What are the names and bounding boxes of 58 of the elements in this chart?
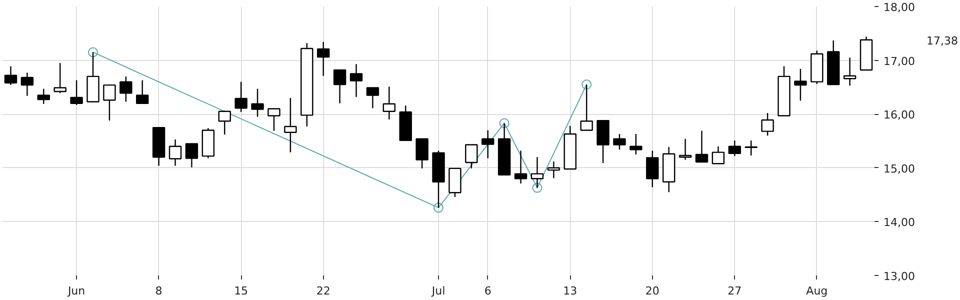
- candlestick: [251, 88, 264, 118]
- point: [499, 118, 510, 128]
- candlestick: [70, 80, 83, 106]
- candlestick: [350, 63, 363, 98]
- x-tick-label: 6: [484, 284, 492, 298]
- candlestick: [613, 133, 626, 150]
- candlestick: [416, 138, 428, 170]
- candlestick: [761, 112, 774, 136]
- y-tick-label: 15,00: [884, 162, 915, 176]
- candlestick: [234, 81, 248, 113]
- candlestick: [168, 138, 182, 166]
- point: [434, 202, 444, 213]
- candlestick: [678, 138, 692, 160]
- candlestick: [630, 133, 642, 156]
- candlestick: [37, 88, 50, 104]
- candlestick: [728, 140, 742, 157]
- candlestick: [712, 146, 725, 164]
- x-tick-label: 22: [316, 284, 330, 298]
- x-tick-label: 27: [728, 284, 742, 298]
- candlestick: [218, 110, 231, 136]
- candlestick: [547, 160, 560, 179]
- point: [582, 80, 592, 90]
- candlestick: [54, 62, 66, 94]
- x-tick-label: 20: [645, 284, 660, 298]
- candlestick: [382, 86, 396, 120]
- y-tick-label: 13,00: [884, 270, 915, 283]
- x-tick-label: Aug: [806, 284, 828, 298]
- y-tick-label: 17,00: [884, 54, 915, 68]
- x-tick-label: 15: [234, 284, 248, 298]
- candlestick: [136, 80, 149, 104]
- candlestick: [744, 140, 758, 156]
- y-tick-label: 14,00: [884, 216, 915, 230]
- candlestick: [185, 143, 198, 168]
- point: [88, 47, 98, 58]
- text: 17,38: [926, 34, 958, 48]
- candlestick: [794, 68, 807, 102]
- candlestick: [284, 97, 297, 153]
- candlestick: [482, 130, 494, 159]
- candlestick: [120, 76, 132, 102]
- candlestick: [465, 144, 478, 170]
- candlestick: [316, 41, 330, 76]
- x-tick-label: 8: [155, 284, 162, 298]
- x-tick-label: Jun: [66, 284, 86, 298]
- x-tick-label: Jul: [430, 284, 446, 298]
- candlestick: [514, 150, 528, 184]
- y-tick-label: 16,00: [884, 108, 915, 122]
- y-tick-label: 18,00: [884, 1, 915, 14]
- candlestick: [20, 72, 34, 96]
- candlestick: [695, 130, 708, 163]
- candlestick: [333, 69, 346, 104]
- candlestick: [366, 87, 380, 109]
- candlestick: [843, 57, 856, 86]
- candlestick: [103, 84, 116, 122]
- candlestick: [4, 66, 18, 86]
- candlestick: [646, 150, 659, 188]
- x-tick-label: 13: [563, 284, 578, 298]
- candlestick: [268, 108, 280, 132]
- point: [532, 182, 542, 193]
